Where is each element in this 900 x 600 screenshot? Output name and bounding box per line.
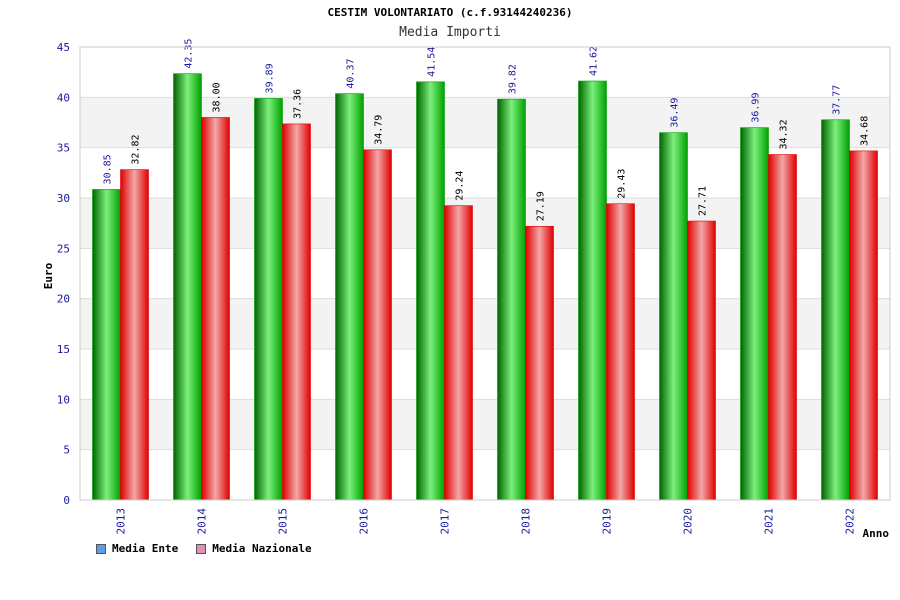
x-tick-label: 2022: [844, 508, 857, 535]
x-axis-title: Anno: [863, 527, 890, 540]
x-tick-label: 2020: [682, 508, 695, 535]
bar-media-nazionale: [525, 225, 554, 501]
data-label: 27.71: [698, 186, 709, 216]
chart-title: CESTIM VOLONTARIATO (c.f.93144240236): [327, 6, 573, 19]
x-tick-label: 2015: [277, 508, 290, 535]
bar-media-ente: [497, 98, 526, 501]
y-tick-label: 20: [57, 293, 70, 306]
data-label: 34.68: [860, 116, 871, 146]
bar-media-ente: [416, 81, 445, 501]
bar-media-ente: [578, 80, 607, 501]
data-label: 38.00: [212, 82, 223, 112]
bar-media-ente: [659, 132, 688, 501]
data-label: 27.19: [536, 191, 547, 221]
bar-media-ente: [92, 189, 121, 501]
y-tick-label: 0: [63, 494, 70, 507]
bar-media-nazionale: [687, 220, 716, 501]
x-tick-label: 2014: [196, 508, 209, 535]
plot-border: [79, 46, 891, 501]
y-tick-label: 30: [57, 192, 70, 205]
y-tick-label: 40: [57, 91, 70, 104]
legend-swatch: [96, 543, 106, 554]
bar-media-nazionale: [606, 203, 635, 501]
chart-subtitle: Media Importi: [399, 25, 501, 40]
y-tick-label: 35: [57, 142, 70, 155]
bar-media-nazionale: [201, 117, 230, 501]
data-label: 34.79: [374, 115, 385, 145]
bar-media-ente: [173, 73, 202, 501]
legend-item-media-nazionale: Media Nazionale: [196, 542, 312, 555]
bar-media-nazionale: [120, 169, 149, 501]
grid-band: [80, 47, 890, 98]
data-label: 42.35: [184, 39, 195, 69]
y-tick-label: 15: [57, 343, 70, 356]
x-tick-label: 2018: [520, 508, 533, 535]
y-tick-label: 10: [57, 393, 70, 406]
data-label: 37.36: [293, 89, 304, 119]
bar-media-nazionale: [849, 150, 878, 501]
data-label: 32.82: [131, 135, 142, 165]
y-tick-label: 45: [57, 41, 70, 54]
bar-media-ente: [254, 98, 283, 501]
x-tick-label: 2019: [601, 508, 614, 535]
bar-media-ente: [740, 127, 769, 501]
data-label: 34.32: [779, 119, 790, 149]
data-label: 41.62: [589, 46, 600, 76]
bar-media-nazionale: [768, 154, 797, 501]
x-tick-label: 2013: [115, 508, 128, 535]
data-label: 39.82: [508, 64, 519, 94]
legend-item-media-ente: Media Ente: [96, 542, 178, 555]
data-label: 36.99: [751, 93, 762, 123]
data-label: 29.43: [617, 169, 628, 199]
data-label: 30.85: [103, 154, 114, 184]
x-tick-label: 2021: [763, 508, 776, 535]
bar-media-ente: [821, 119, 850, 501]
data-label: 39.89: [265, 63, 276, 93]
legend-label: Media Ente: [112, 542, 179, 555]
x-tick-label: 2017: [439, 508, 452, 535]
x-tick-label: 2016: [358, 508, 371, 535]
legend-label: Media Nazionale: [212, 542, 312, 555]
legend-swatch: [196, 543, 207, 554]
data-label: 37.77: [832, 85, 843, 115]
data-label: 36.49: [670, 98, 681, 128]
chart-legend: Media Ente Media Nazionale: [96, 542, 312, 555]
y-tick-label: 5: [63, 444, 70, 457]
bar-media-nazionale: [363, 149, 392, 501]
y-axis-title: Euro: [42, 262, 55, 289]
bar-media-nazionale: [444, 205, 473, 501]
y-tick-label: 25: [57, 242, 70, 255]
bar-media-nazionale: [282, 123, 311, 501]
data-label: 40.37: [346, 58, 357, 88]
data-label: 41.54: [427, 47, 438, 77]
bar-media-ente: [335, 93, 364, 501]
data-label: 29.24: [455, 171, 466, 201]
